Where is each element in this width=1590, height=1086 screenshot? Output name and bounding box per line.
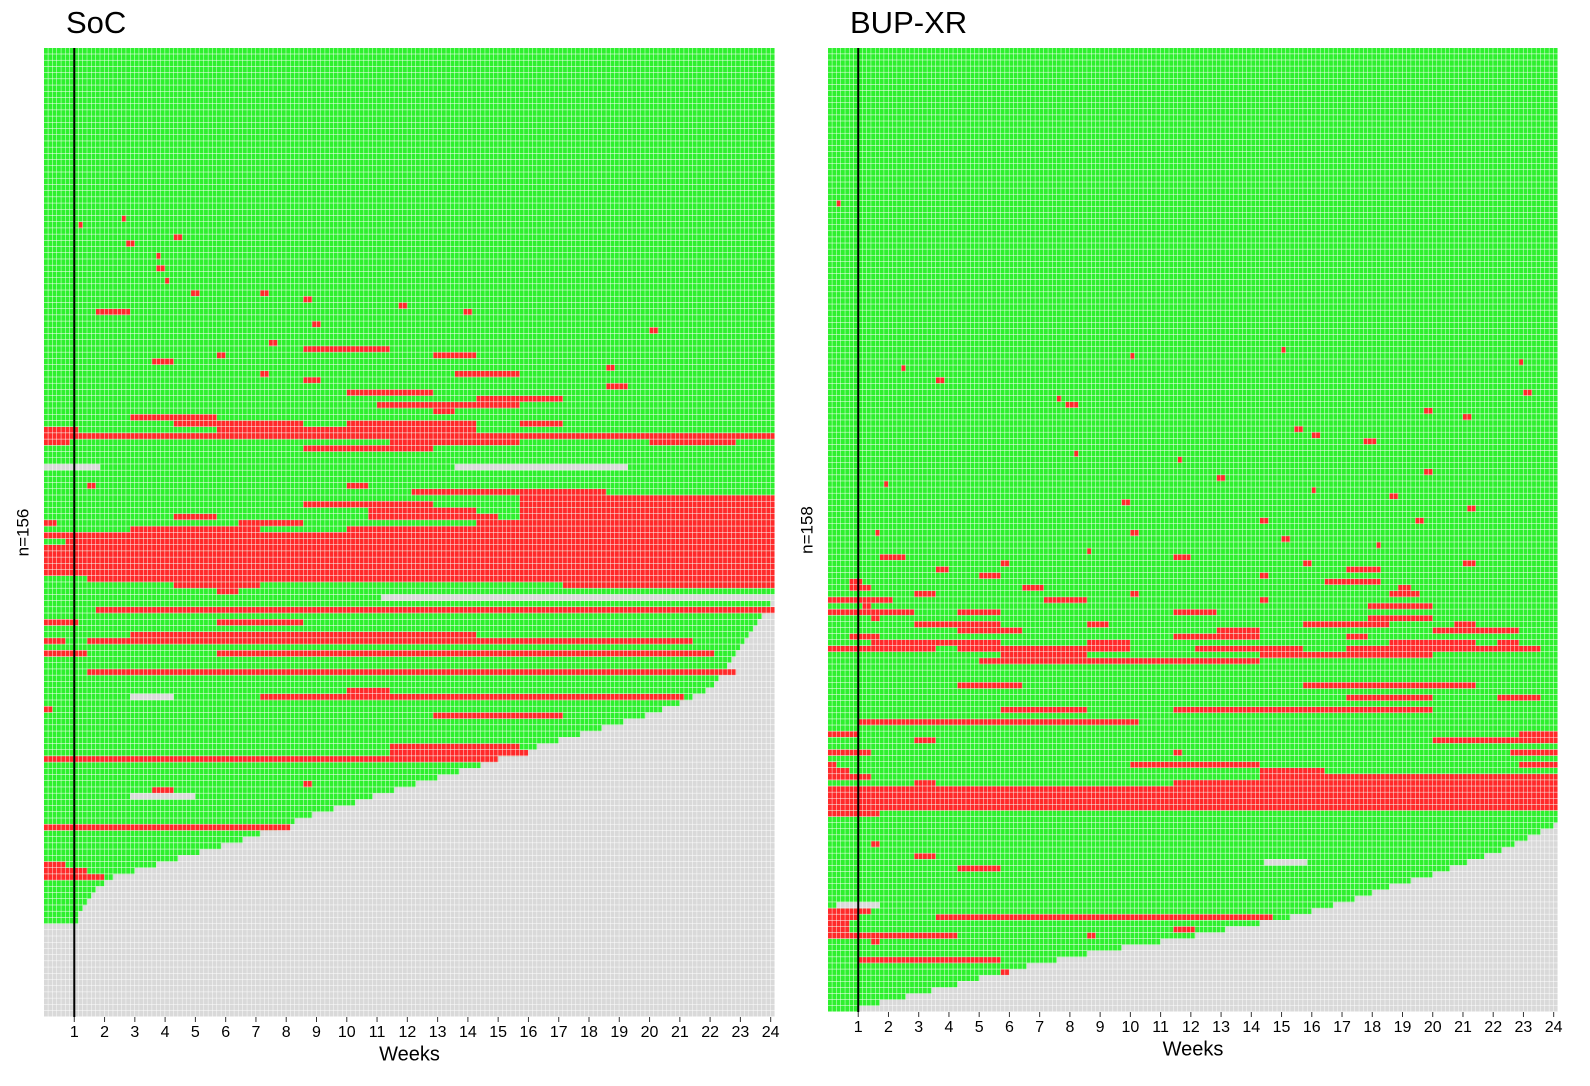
- x-tick-label: 1: [854, 1019, 863, 1036]
- x-tick-label: 2: [100, 1024, 109, 1041]
- y-axis-label: n=156: [13, 509, 32, 557]
- x-tick-label: 23: [1515, 1019, 1533, 1036]
- x-tick-label: 23: [731, 1024, 749, 1041]
- x-tick-label: 22: [1484, 1019, 1502, 1036]
- panel-title: BUP-XR: [850, 5, 967, 40]
- x-tick-label: 16: [520, 1024, 538, 1041]
- x-tick-label: 12: [398, 1024, 416, 1041]
- x-tick-label: 14: [1242, 1019, 1260, 1036]
- heatmap-panel: 1 2 3 4 5 6 7 8 9 10 11 12 13 14 15 16 17 18 19 20 21 22 23 24S…: [13, 5, 779, 1065]
- x-axis-label: Weeks: [379, 1043, 440, 1065]
- x-tick-label: 9: [312, 1024, 321, 1041]
- x-tick-label: 8: [282, 1024, 291, 1041]
- x-tick-label: 13: [1212, 1019, 1230, 1036]
- x-tick-label: 3: [130, 1024, 139, 1041]
- x-tick-label: 5: [191, 1024, 200, 1041]
- x-tick-label: 20: [641, 1024, 659, 1041]
- x-tick-label: 24: [1545, 1019, 1563, 1036]
- x-tick-label: 7: [251, 1024, 260, 1041]
- x-tick-label: 15: [489, 1024, 507, 1041]
- x-axis-label: Weeks: [1163, 1038, 1224, 1060]
- x-tick-label: 13: [429, 1024, 447, 1041]
- x-tick-label: 10: [338, 1024, 356, 1041]
- x-tick-label: 12: [1182, 1019, 1200, 1036]
- x-tick-label: 18: [1363, 1019, 1381, 1036]
- x-tick-label: 14: [459, 1024, 477, 1041]
- x-tick-label: 9: [1096, 1019, 1105, 1036]
- x-tick-label: 17: [550, 1024, 568, 1041]
- x-tick-label: 6: [221, 1024, 230, 1041]
- x-tick-label: 4: [944, 1019, 953, 1036]
- x-tick-label: 4: [161, 1024, 170, 1041]
- x-tick-label: 11: [369, 1024, 386, 1041]
- x-tick-label: 15: [1273, 1019, 1291, 1036]
- x-tick-label: 3: [914, 1019, 923, 1036]
- y-axis-label: n=158: [797, 506, 816, 554]
- x-tick-label: 22: [701, 1024, 719, 1041]
- x-tick-label: 8: [1065, 1019, 1074, 1036]
- x-tick-label: 10: [1121, 1019, 1139, 1036]
- x-tick-label: 19: [610, 1024, 628, 1041]
- x-tick-label: 5: [975, 1019, 984, 1036]
- x-tick-label: 21: [671, 1024, 689, 1041]
- x-tick-label: 20: [1424, 1019, 1442, 1036]
- x-tick-label: 19: [1394, 1019, 1412, 1036]
- x-tick-label: 21: [1454, 1019, 1472, 1036]
- cell-grid: [828, 48, 1558, 1012]
- x-tick-label: 24: [762, 1024, 780, 1041]
- x-tick-label: 7: [1035, 1019, 1044, 1036]
- panel-title: SoC: [66, 5, 126, 40]
- x-tick-label: 16: [1303, 1019, 1321, 1036]
- x-tick-label: 2: [884, 1019, 893, 1036]
- x-tick-label: 18: [580, 1024, 598, 1041]
- x-tick-label: 1: [70, 1024, 79, 1041]
- x-tick-label: 17: [1333, 1019, 1351, 1036]
- x-tick-label: 6: [1005, 1019, 1014, 1036]
- heatmap-panel: 1 2 3 4 5 6 7 8 9 10 11 12 13 14 15 16 17 18 19 20 21 22 23 24B…: [797, 5, 1562, 1060]
- cell-grid: [44, 48, 775, 1017]
- x-tick-label: 11: [1152, 1019, 1169, 1036]
